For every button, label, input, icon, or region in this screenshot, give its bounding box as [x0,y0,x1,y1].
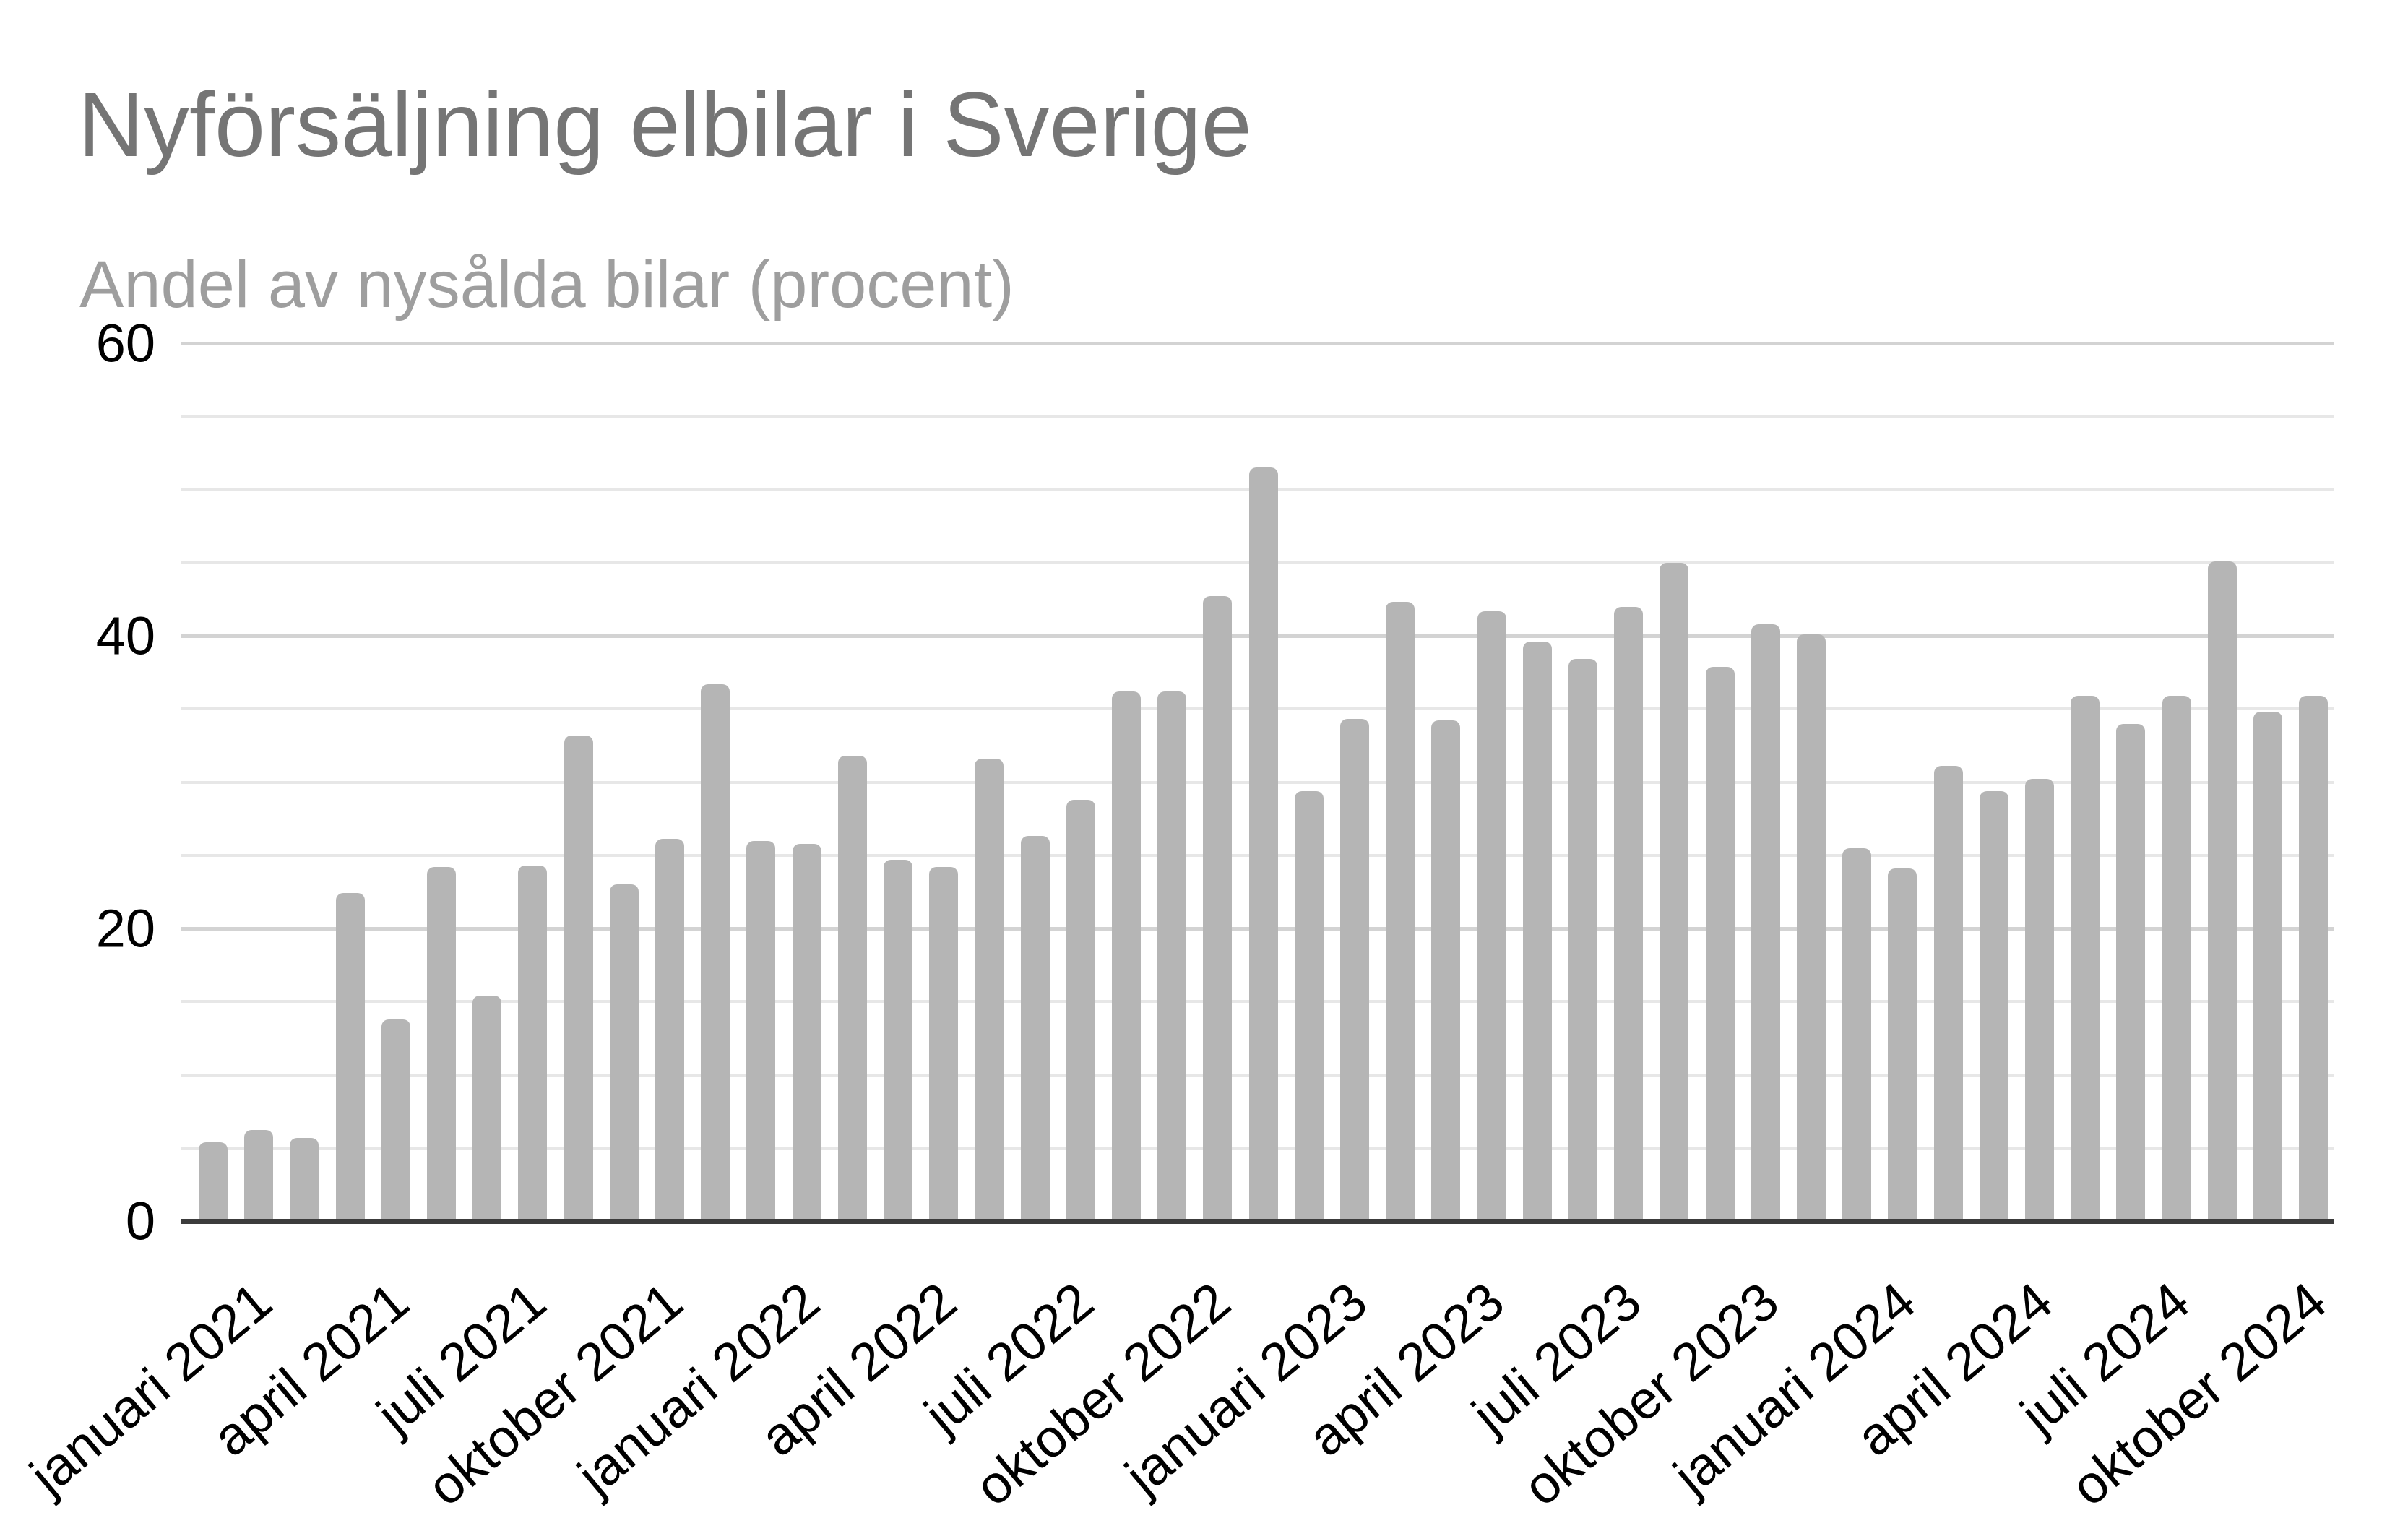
x-axis-line [181,1219,2334,1224]
bar-mars-2023 [1386,602,1415,1221]
bar-maj-2022 [929,866,959,1221]
bar-januari-2022 [746,840,776,1221]
gridline-minor [181,415,2334,418]
bar-februari-2021 [244,1130,274,1221]
bar-september-2024 [2207,561,2237,1221]
bar-juli-2021 [472,996,502,1221]
bar-november-2024 [2299,696,2329,1221]
bar-september-2023 [1660,562,1689,1221]
gridline-major [181,341,2334,345]
bar-november-2021 [655,839,684,1221]
bar-juli-2022 [1020,836,1050,1221]
bar-augusti-2021 [518,865,548,1221]
bar-april-2024 [1979,790,2008,1221]
bar-mars-2022 [837,756,867,1221]
bar-december-2022 [1248,467,1278,1221]
bar-januari-2023 [1294,790,1324,1221]
y-axis-label: 20 [95,898,155,959]
chart-title: Nyförsäljning elbilar i Sverige [78,74,1252,176]
bar-augusti-2023 [1614,606,1644,1221]
bar-maj-2021 [381,1019,410,1221]
bar-november-2023 [1751,624,1780,1221]
bar-februari-2023 [1340,719,1369,1221]
bar-januari-2024 [1842,848,1872,1221]
bar-augusti-2022 [1066,799,1095,1221]
bar-april-2022 [884,859,912,1221]
bar-maj-2024 [2025,779,2054,1221]
bar-mars-2021 [290,1137,319,1221]
bar-november-2022 [1203,596,1233,1221]
bar-januari-2021 [199,1142,228,1221]
bar-juli-2023 [1568,659,1597,1221]
y-axis-label: 40 [95,605,155,666]
bar-februari-2024 [1888,868,1917,1221]
bar-oktober-2022 [1157,691,1187,1221]
bar-oktober-2024 [2253,712,2282,1221]
bar-april-2023 [1431,720,1461,1221]
bar-maj-2023 [1477,611,1506,1221]
y-axis-label: 0 [125,1191,155,1251]
bar-december-2023 [1797,634,1826,1221]
bar-april-2021 [335,893,365,1221]
bar-juni-2023 [1522,642,1552,1221]
bar-augusti-2024 [2162,696,2191,1221]
bar-juli-2024 [2116,723,2146,1221]
bar-oktober-2021 [609,884,639,1221]
bar-juni-2022 [975,759,1004,1221]
bar-september-2021 [564,735,593,1221]
bar-februari-2022 [792,843,821,1221]
bar-september-2022 [1112,691,1141,1221]
bar-juni-2021 [427,866,456,1221]
bar-oktober-2023 [1705,666,1735,1221]
bar-december-2021 [701,683,730,1221]
bar-juni-2024 [2071,696,2100,1221]
chart-subtitle: Andel av nysålda bilar (procent) [79,248,1014,322]
bar-mars-2024 [1933,766,1963,1221]
y-axis-label: 60 [95,313,155,374]
